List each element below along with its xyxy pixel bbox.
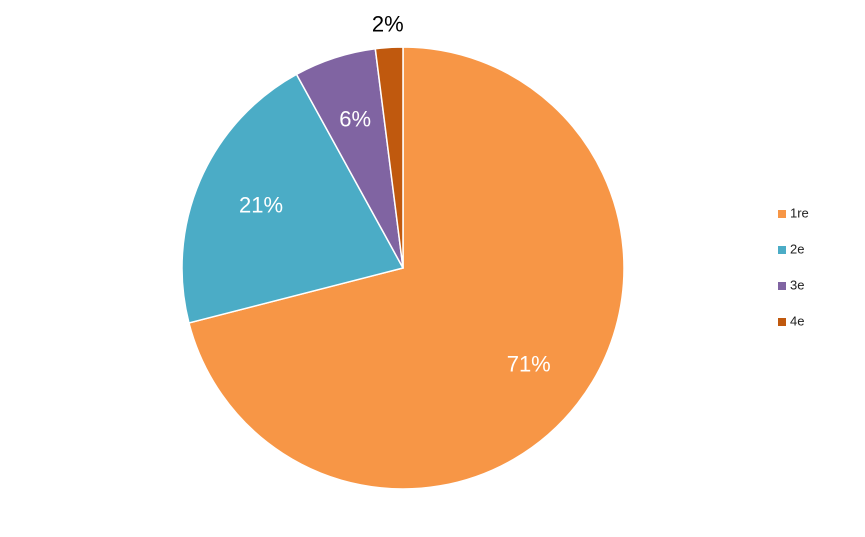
data-label: 6% bbox=[339, 107, 371, 132]
legend-label: 3e bbox=[790, 277, 804, 292]
pie-slice bbox=[181, 73, 405, 324]
data-label: 2% bbox=[372, 11, 404, 36]
legend-label: 4e bbox=[790, 313, 804, 328]
pie-slice bbox=[374, 46, 404, 269]
legend-swatch bbox=[778, 282, 786, 290]
data-label: 71% bbox=[507, 351, 551, 376]
legend-swatch bbox=[778, 210, 786, 218]
data-label: 21% bbox=[239, 192, 283, 217]
pie-slice bbox=[188, 46, 625, 490]
legend-label: 2e bbox=[790, 241, 804, 256]
legend-swatch bbox=[778, 318, 786, 326]
legend-swatch bbox=[778, 246, 786, 254]
legend-label: 1re bbox=[790, 205, 809, 220]
